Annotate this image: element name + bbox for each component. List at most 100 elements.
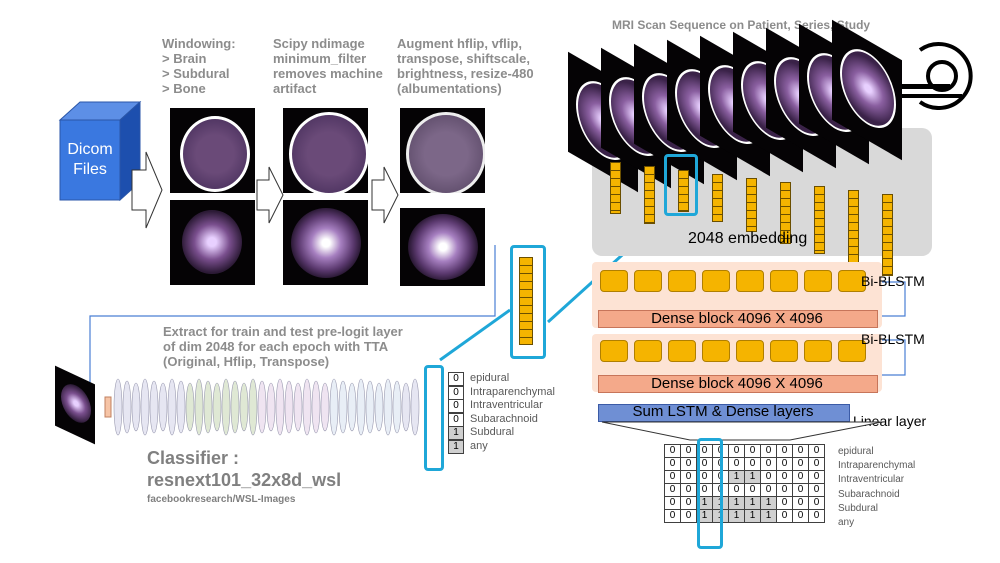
output-grid-cell: 0 xyxy=(680,444,697,458)
network-layer xyxy=(149,380,159,434)
filter-text: Scipy ndimage minimum_filter removes mac… xyxy=(273,36,383,96)
classifier-output-cell: 0 xyxy=(448,399,464,413)
scan-window-bottom xyxy=(170,200,255,285)
embedding-bar xyxy=(814,186,825,254)
bilstm-label-1: Bi-BLSTM xyxy=(861,273,925,289)
output-grid-cell: 0 xyxy=(680,509,697,523)
lstm-cell xyxy=(600,270,628,292)
classifier-title: Classifier : xyxy=(147,448,240,468)
output-grid-cell: 0 xyxy=(728,483,745,497)
classifier-output-cell: 0 xyxy=(448,385,464,400)
output-grid-cell: 0 xyxy=(776,483,793,497)
arrow-right-icon xyxy=(256,166,284,224)
output-grid-cell: 0 xyxy=(664,496,681,510)
lstm-cell xyxy=(804,270,832,292)
network-layer xyxy=(131,382,141,432)
network-layer xyxy=(383,378,393,436)
output-grid-cell: 0 xyxy=(760,470,777,484)
output-grid-cell: 0 xyxy=(744,483,761,497)
output-grid-cell: 0 xyxy=(776,509,793,523)
network-layer xyxy=(338,380,348,434)
network-layer xyxy=(401,382,411,432)
dense-block-1 xyxy=(598,310,878,328)
network-layer xyxy=(194,378,204,436)
classifier-source: facebookresearch/WSL-Images xyxy=(147,494,296,505)
linear-funnel xyxy=(601,421,883,441)
network-layer xyxy=(311,380,321,434)
output-grid-cell: 0 xyxy=(808,470,825,484)
embedding-bar xyxy=(678,170,689,212)
network-layer xyxy=(293,382,303,432)
output-grid-label: Intraparenchymal xyxy=(838,460,916,472)
embedding-label: 2048 embedding xyxy=(688,230,808,247)
network-layer xyxy=(347,382,357,432)
classifier-output-label: Subdural xyxy=(470,426,515,438)
output-grid-label: epidural xyxy=(838,446,874,457)
sum-label: Sum LSTM & Dense layers xyxy=(632,403,814,420)
network-layer xyxy=(257,380,267,434)
output-grid-cell: 0 xyxy=(728,444,745,458)
output-grid-cell: 0 xyxy=(792,470,809,484)
network-layer xyxy=(284,380,294,434)
lstm-cell xyxy=(838,270,866,292)
lstm-cell xyxy=(838,340,866,362)
network-layer xyxy=(410,378,420,436)
output-grid-cell: 0 xyxy=(776,444,793,458)
network-layer xyxy=(275,378,285,436)
output-grid-cell: 0 xyxy=(776,496,793,510)
lstm-cell xyxy=(770,340,798,362)
arrow-right-icon xyxy=(371,166,399,224)
lstm-cell xyxy=(634,270,662,292)
output-grid-cell: 0 xyxy=(680,483,697,497)
lstm-cell xyxy=(736,270,764,292)
network-layer xyxy=(203,380,213,434)
network-layer xyxy=(221,378,231,436)
lstm-cell xyxy=(702,270,730,292)
output-grid-label: Subarachnoid xyxy=(838,488,900,500)
network-layer xyxy=(230,380,240,434)
dicom-files-label: Dicom Files xyxy=(67,141,113,178)
output-grid-cell: 0 xyxy=(808,496,825,510)
output-grid-cell: 1 xyxy=(760,509,777,523)
embedding-bar xyxy=(712,174,723,222)
output-grid-cell: 0 xyxy=(760,483,777,497)
dense-block-2 xyxy=(598,375,878,393)
network-layer xyxy=(185,382,195,432)
classifier-output-label: Subarachnoid xyxy=(470,412,538,425)
output-grid-cell: 0 xyxy=(680,457,697,471)
network-layer xyxy=(113,378,123,436)
embedding-vector xyxy=(519,257,533,345)
network-layer xyxy=(374,382,384,432)
scan-augment-bottom xyxy=(400,208,485,286)
output-column-highlight xyxy=(697,438,723,549)
output-grid-cell: 0 xyxy=(808,483,825,497)
lstm-cell xyxy=(668,270,696,292)
network-layer xyxy=(329,378,339,436)
lstm-cell xyxy=(668,340,696,362)
classifier-output-cell: 1 xyxy=(448,426,464,440)
output-grid-cell: 0 xyxy=(792,444,809,458)
extract-text: Extract for train and test pre-logit lay… xyxy=(163,324,403,369)
output-grid-label: any xyxy=(838,517,855,528)
embedding-bar xyxy=(780,182,791,244)
scan-window-top xyxy=(170,108,255,193)
output-grid-cell: 0 xyxy=(776,470,793,484)
output-grid-cell: 0 xyxy=(744,444,761,458)
output-grid-cell: 0 xyxy=(744,457,761,471)
brain-image xyxy=(840,36,896,141)
output-grid-cell: 0 xyxy=(664,483,681,497)
classifier-output-cell: 0 xyxy=(448,372,464,386)
output-grid-cell: 0 xyxy=(808,457,825,471)
output-grid-cell: 0 xyxy=(760,457,777,471)
network-layer xyxy=(140,378,150,436)
resnext-network-diagram xyxy=(104,378,420,436)
output-grid-cell: 0 xyxy=(760,444,777,458)
classifier-output-cell: 0 xyxy=(448,412,464,427)
embedding-bar xyxy=(644,166,655,224)
output-grid-label: Subdural xyxy=(838,502,879,514)
output-grid-cell: 0 xyxy=(680,496,697,510)
